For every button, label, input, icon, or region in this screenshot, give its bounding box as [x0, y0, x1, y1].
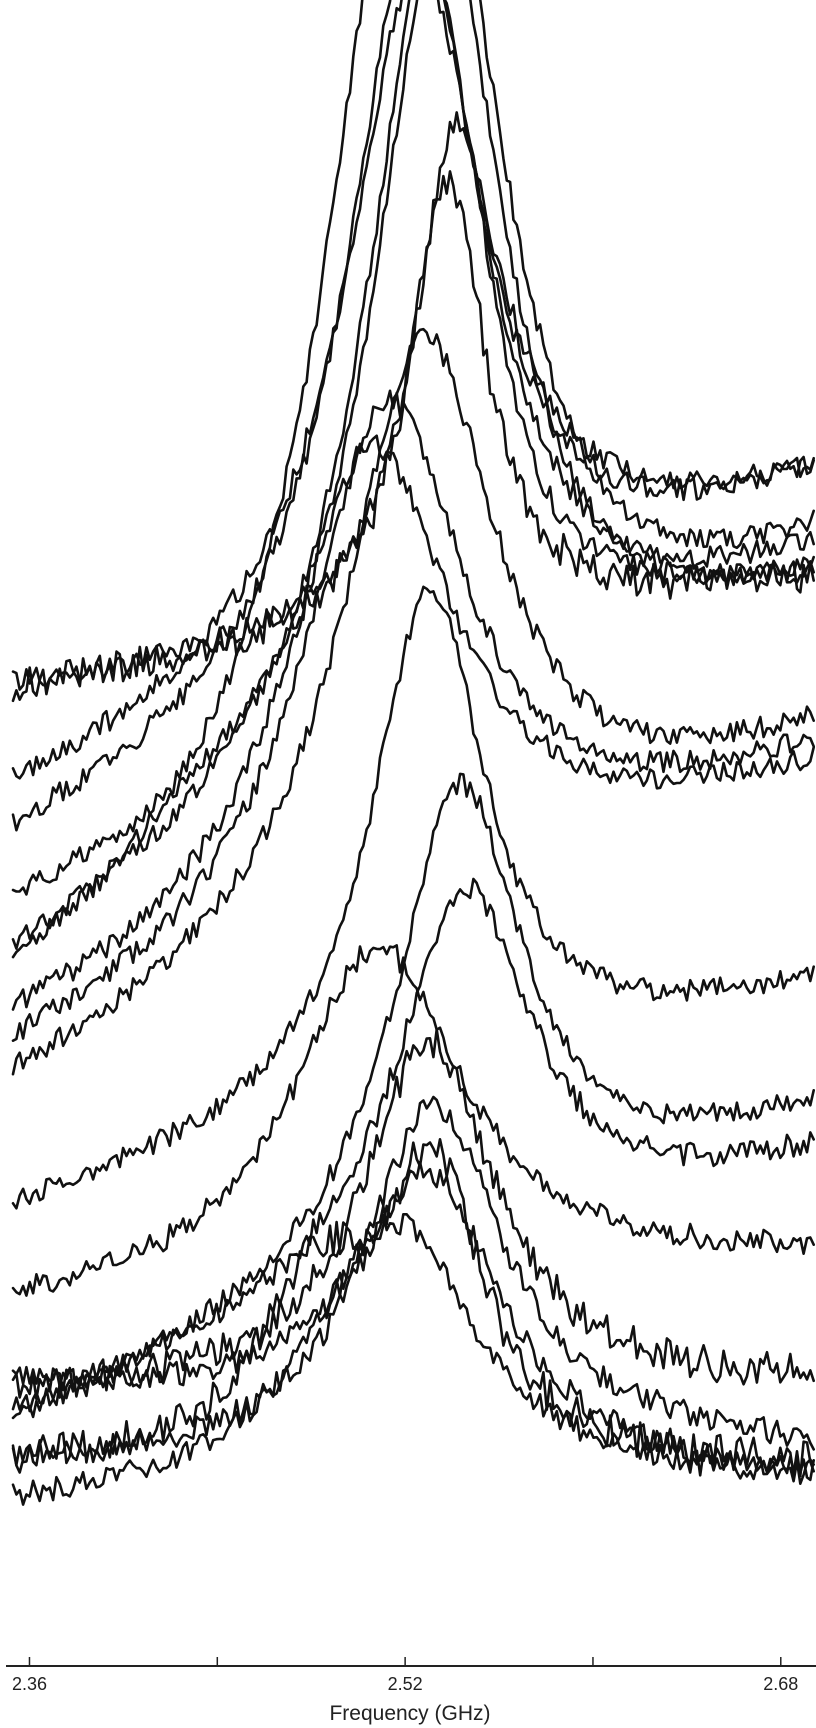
spectrum-trace-19 [11, 1213, 815, 1506]
spectrum-trace-6 [11, 111, 815, 691]
x-tick-label-4: 2.68 [763, 1674, 798, 1694]
spectrum-trace-3 [11, 0, 815, 896]
spectrum-trace-17 [11, 1095, 815, 1451]
spectrum-trace-16 [11, 1138, 815, 1478]
x-axis-ticks: 2.36 2.52 2.68 [12, 1657, 798, 1694]
spectrum-trace-9 [11, 389, 815, 1042]
spectrum-trace-7 [11, 170, 815, 703]
spectrum-trace-1 [11, 0, 815, 959]
x-tick-label-2: 2.52 [388, 1674, 423, 1694]
spectrum-trace-18 [11, 1160, 815, 1482]
spectrum-trace-14 [11, 944, 815, 1297]
spectrum-trace-11 [11, 585, 815, 1210]
x-axis-label: Frequency (GHz) [329, 1702, 490, 1725]
spectrum-trace-13 [11, 877, 815, 1413]
spectrum-trace-5 [11, 0, 815, 780]
spectrum-trace-4 [11, 0, 815, 832]
spectrum-trace-8 [11, 327, 815, 1076]
spectrum-trace-10 [11, 434, 815, 1011]
spectrum-trace-2 [11, 0, 815, 950]
spectrum-trace-12 [11, 772, 815, 1420]
spectrum-trace-15 [11, 1028, 815, 1401]
spectra-traces [11, 0, 815, 1506]
x-tick-label-0: 2.36 [12, 1674, 47, 1694]
x-axis: 2.36 2.52 2.68 [6, 1657, 816, 1694]
